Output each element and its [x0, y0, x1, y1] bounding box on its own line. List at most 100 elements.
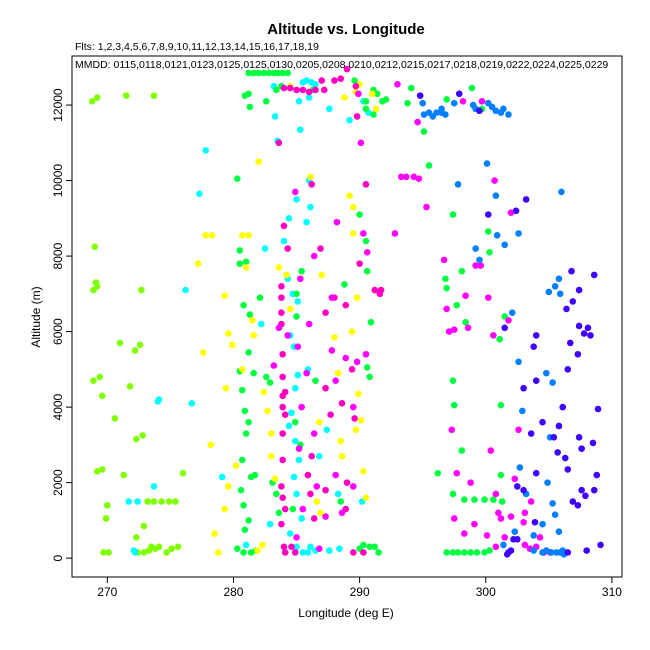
data-point-series-5 [280, 222, 288, 230]
data-point-series-1 [174, 543, 182, 551]
data-point-series-7 [476, 256, 483, 264]
data-point-series-4 [337, 437, 344, 445]
data-point-series-4 [313, 498, 321, 505]
data-point-series-2 [261, 245, 269, 252]
data-point-series-6 [492, 543, 500, 551]
data-point-series-8 [513, 483, 521, 490]
data-point-series-4 [260, 388, 268, 396]
data-point-series-6 [313, 483, 321, 490]
data-point-series-2 [336, 545, 343, 552]
data-point-series-6 [471, 520, 478, 528]
data-point-series-8 [532, 377, 540, 384]
data-point-series-5 [279, 373, 286, 381]
data-point-series-6 [492, 490, 500, 498]
data-point-series-3 [351, 77, 358, 84]
data-point-series-3 [434, 469, 442, 477]
data-point-series-5 [376, 290, 384, 298]
data-point-series-2 [307, 203, 314, 211]
data-point-series-3 [481, 549, 488, 556]
data-point-series-3 [341, 281, 348, 288]
data-point-series-5 [278, 309, 285, 317]
data-point-series-1 [111, 415, 119, 422]
data-point-series-4 [215, 549, 222, 556]
data-point-series-6 [310, 252, 318, 260]
data-point-series-7 [505, 111, 512, 118]
data-point-series-6 [294, 343, 302, 351]
data-point-series-3 [337, 498, 344, 505]
data-point-series-2 [326, 547, 333, 554]
data-point-series-6 [415, 175, 423, 182]
data-point-series-8 [590, 486, 598, 494]
data-point-series-2 [323, 426, 331, 434]
data-point-series-5 [308, 452, 315, 460]
data-point-series-2 [266, 520, 274, 528]
data-point-series-8 [574, 501, 582, 509]
data-point-series-7 [548, 549, 555, 556]
data-point-series-7 [508, 309, 516, 317]
data-point-series-8 [554, 449, 561, 456]
data-point-series-7 [419, 99, 426, 107]
data-point-series-1 [150, 92, 158, 99]
data-point-series-4 [211, 530, 218, 537]
data-point-series-6 [397, 173, 405, 181]
data-point-series-3 [260, 69, 268, 77]
data-point-series-1 [90, 377, 97, 384]
data-point-series-8 [583, 547, 590, 554]
data-point-series-4 [318, 271, 326, 279]
data-point-series-3 [420, 128, 428, 135]
data-point-series-7 [555, 275, 563, 283]
data-point-series-2 [218, 473, 226, 481]
data-point-series-7 [483, 160, 491, 167]
data-point-series-2 [346, 116, 353, 124]
data-point-series-3 [273, 490, 280, 498]
data-point-series-3 [404, 99, 411, 107]
data-point-series-4 [346, 192, 353, 199]
data-point-series-3 [240, 501, 247, 509]
data-point-series-4 [360, 467, 367, 475]
data-point-series-7 [500, 105, 507, 113]
data-point-series-2 [286, 530, 294, 537]
data-point-series-8 [484, 211, 492, 218]
data-point-series-7 [493, 232, 501, 239]
x-tick-label: 310 [602, 585, 622, 599]
data-point-series-6 [353, 358, 361, 366]
x-tick-label: 270 [97, 585, 117, 599]
data-point-series-2 [291, 437, 299, 445]
data-point-series-3 [462, 318, 469, 326]
data-point-series-8 [575, 434, 583, 441]
data-point-series-5 [284, 245, 292, 252]
data-point-series-3 [238, 456, 246, 464]
data-point-series-7 [450, 99, 458, 107]
data-point-series-2 [334, 490, 342, 498]
data-point-series-5 [310, 515, 318, 522]
data-point-series-5 [342, 301, 350, 309]
data-point-series-3 [247, 549, 255, 556]
data-point-series-8 [530, 343, 537, 351]
data-point-series-6 [507, 209, 515, 216]
data-point-series-7 [558, 188, 565, 196]
data-point-series-3 [266, 379, 274, 386]
data-point-series-5 [304, 471, 312, 479]
data-point-series-7 [543, 547, 550, 554]
data-point-series-6 [338, 509, 346, 517]
data-point-series-6 [497, 515, 505, 522]
data-point-series-6 [333, 218, 341, 226]
data-point-series-5 [280, 84, 288, 92]
data-point-series-2 [315, 452, 323, 460]
data-point-series-3 [245, 517, 252, 524]
data-point-series-8 [501, 324, 508, 332]
data-point-series-1 [91, 243, 99, 250]
y-tick-label: 6000 [51, 318, 65, 345]
data-point-series-1 [102, 515, 110, 522]
data-point-series-1 [140, 549, 148, 556]
data-point-series-7 [511, 528, 519, 535]
data-point-series-8 [594, 405, 602, 413]
data-point-series-8 [539, 418, 546, 426]
data-point-series-8 [578, 486, 585, 494]
data-point-series-4 [222, 384, 230, 392]
data-point-series-2 [271, 113, 279, 120]
data-point-series-8 [455, 90, 463, 98]
data-point-series-5 [343, 65, 351, 73]
data-point-series-8 [575, 286, 583, 294]
data-point-series-2 [294, 371, 302, 379]
